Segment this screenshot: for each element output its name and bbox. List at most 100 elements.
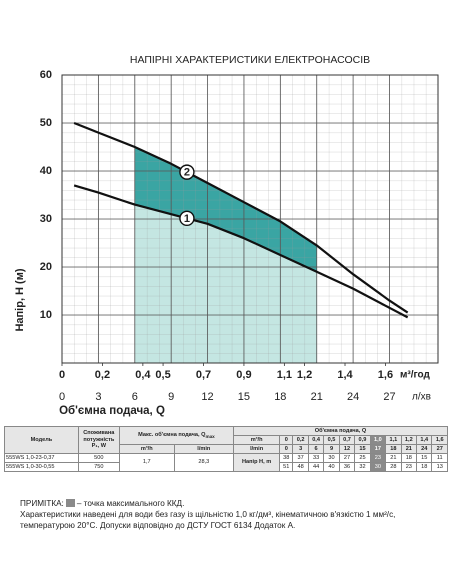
head-value: 30 [369,462,387,473]
head-value: 48 [292,462,309,473]
notes: ПРИМІТКА: – точка максимального ККД. Хара… [20,498,440,531]
flow-lmin: 6 [307,444,325,455]
y-tick-label: 20 [40,261,52,273]
x-tick-label: 18 [274,391,286,403]
x-tick-label: 24 [347,391,359,403]
chart-title: НАПІРНІ ХАРАКТЕРИСТИКИ ЕЛЕКТРОНАСОСІВ [130,54,370,66]
model: 555WS 1,0-30-0,55 [4,462,79,473]
header-head: Напір H, m [233,453,281,473]
flow-lmin: 17 [369,444,387,455]
flow-m3h: 0,2 [292,435,309,446]
spec-table: Модель Споживана потужність P₁, W Макс. об… [4,425,448,473]
head-value: 23 [369,453,387,464]
flow-lmin: 12 [338,444,356,455]
flow-m3h: 1,0 [369,435,387,446]
note-line: ПРИМІТКА: – точка максимального ККД. [20,498,440,509]
x-tick-label: 6 [132,391,138,403]
flow-lmin: 3 [292,444,309,455]
flow-m3h: 1,2 [400,435,418,446]
head-value: 27 [338,453,356,464]
flow-lmin: 21 [400,444,418,455]
x2-tick-label: 1,1 [277,369,292,381]
table-row: 555WS 1,0-30-0,55 750 51 48 44 40 36 32 30 28 23 18… [4,462,448,473]
y-tick-label: 40 [40,165,52,177]
head-value: 21 [385,453,402,464]
flow-m3h: 0,9 [354,435,371,446]
head-value: 28 [385,462,402,473]
x2-tick-label: 1,6 [378,369,393,381]
flow-m3h: 1,6 [431,435,448,446]
header-qmax-sub: max [205,433,215,439]
chart: НАПІРНІ ХАРАКТЕРИСТИКИ ЕЛЕКТРОНАСОСІВ На… [14,54,439,417]
head-value: 15 [416,453,433,464]
head-value: 32 [354,462,371,473]
x-tick-label: 27 [383,391,395,403]
header-flow-m3h: m³/h [233,435,281,446]
flow-m3h: 1,1 [385,435,402,446]
power: 500 [77,453,120,464]
head-value: 44 [307,462,325,473]
flow-m3h: 0,7 [338,435,356,446]
note-label: ПРИМІТКА: [20,499,64,508]
curve [73,121,409,314]
flow-m3h: 0 [279,435,294,446]
curve-label-badge [179,210,195,227]
x2-tick-label: 0 [59,369,65,381]
plot-frame [61,74,439,364]
x2-tick-label: 0,2 [95,369,110,381]
head-value: 36 [338,462,356,473]
table-row: Модель Споживана потужність P₁, W Макс. об… [4,425,448,455]
flow-lmin: 15 [354,444,371,455]
head-value: 30 [323,453,340,464]
header-power: Споживана потужність P₁, W [77,425,120,455]
header-model: Модель [4,425,79,455]
x2-tick-label: 0,4 [135,369,151,381]
x-tick-label: 0 [59,391,65,403]
model: 555WS 1,0-23-0,37 [4,453,79,464]
head-value: 13 [431,462,448,473]
header-qmax-lmin: l/min [173,444,235,455]
head-value: 40 [323,462,340,473]
head-value: 33 [307,453,325,464]
flow-lmin: 0 [279,444,294,455]
head-value: 11 [431,453,448,464]
x2-tick-label: 1,2 [297,369,312,381]
y-tick-label: 10 [40,309,52,321]
header-flow-lmin: l/min [233,444,281,455]
x2-tick-label: 0,5 [155,369,170,381]
x2-tick-label: 0,7 [196,369,211,381]
x-tick-label: 12 [201,391,213,403]
x-tick-label: 21 [311,391,323,403]
y-axis-label: Напір, H (м) [14,268,26,331]
head-value: 37 [292,453,309,464]
header-qmax: Макс. об'ємна подача, Qmax [118,425,235,446]
x2-tick-label: 1,4 [337,369,353,381]
flow-m3h: 1,4 [416,435,433,446]
flow-lmin: 27 [431,444,448,455]
note-text: – точка максимального ККД. [76,499,185,508]
x2-unit: м³/год [400,370,431,381]
flow-m3h: 0,5 [323,435,340,446]
max-efficiency-swatch [65,499,75,507]
x-axis-label: Об'ємна подача, Q [59,405,165,417]
curve-label-badge [179,164,195,180]
x-tick-label: 15 [238,391,250,403]
head-value: 25 [354,453,371,464]
head-value: 18 [416,462,433,473]
flow-lmin: 9 [323,444,340,455]
head-value: 23 [400,462,418,473]
y-tick-label: 50 [40,117,52,129]
head-value: 38 [279,453,294,464]
x-tick-label: 3 [95,391,101,403]
power: 750 [77,462,120,473]
head-value: 51 [279,462,294,473]
header-qmax-m3h: m³/h [118,444,175,455]
curve-label: 1 [184,213,190,225]
flow-m3h: 0,4 [307,435,325,446]
qmax-m3h: 1,7 [118,453,175,473]
y-tick-label: 60 [40,69,52,81]
header-flow: Об'ємна подача, Q [233,425,448,437]
flow-lmin: 24 [416,444,433,455]
x2-tick-label: 0,9 [236,369,251,381]
